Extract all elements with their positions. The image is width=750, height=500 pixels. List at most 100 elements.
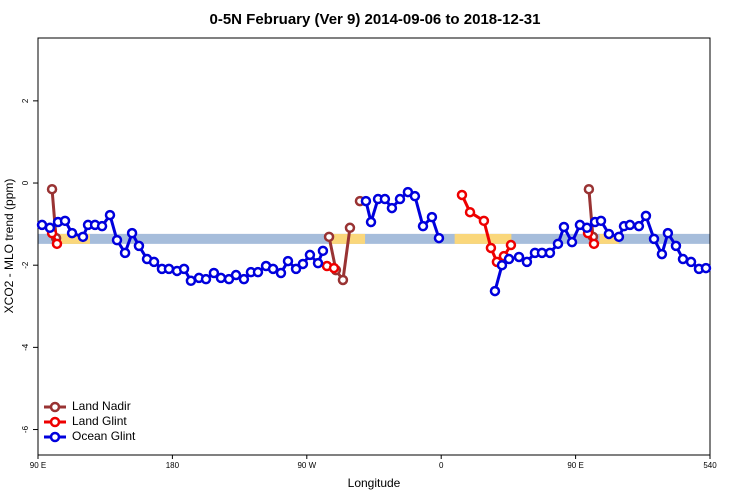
data-point xyxy=(185,275,197,287)
data-point xyxy=(148,256,160,268)
series-line xyxy=(327,227,352,284)
x-tick-label: 0 xyxy=(439,461,444,470)
data-point xyxy=(648,233,660,245)
data-point xyxy=(337,274,349,286)
data-point xyxy=(513,251,525,263)
data-point xyxy=(613,231,625,243)
data-point xyxy=(328,262,340,274)
data-point xyxy=(200,273,212,285)
legend-marker xyxy=(49,431,61,443)
data-point xyxy=(46,183,58,195)
legend-marker xyxy=(49,401,61,413)
data-point xyxy=(670,240,682,252)
data-point xyxy=(566,236,578,248)
data-point xyxy=(312,257,324,269)
data-point xyxy=(119,247,131,259)
data-point xyxy=(344,222,356,234)
data-point xyxy=(603,228,615,240)
data-point xyxy=(59,215,71,227)
data-point xyxy=(583,183,595,195)
data-point xyxy=(297,258,309,270)
data-point xyxy=(386,202,398,214)
data-point xyxy=(505,239,517,251)
data-point xyxy=(104,209,116,221)
x-tick-label: 90 W xyxy=(297,461,316,470)
data-point xyxy=(44,222,56,234)
data-point xyxy=(238,273,250,285)
data-point xyxy=(581,222,593,234)
data-point xyxy=(677,253,689,265)
chart-title: 0-5N February (Ver 9) 2014-09-06 to 2018… xyxy=(209,11,540,28)
data-point xyxy=(409,190,421,202)
data-point xyxy=(126,227,138,239)
y-tick-label: 0 xyxy=(21,180,30,185)
plot-frame xyxy=(37,37,711,456)
data-point xyxy=(426,211,438,223)
data-point xyxy=(365,216,377,228)
series-line xyxy=(587,189,595,237)
y-tick-label: -4 xyxy=(21,343,30,351)
data-point xyxy=(558,221,570,233)
data-point xyxy=(478,215,490,227)
data-point xyxy=(267,263,279,275)
legend-label: Land Nadir xyxy=(72,399,131,413)
data-point xyxy=(360,195,372,207)
data-point xyxy=(656,248,668,260)
data-point xyxy=(521,256,533,268)
data-point xyxy=(433,232,445,244)
data-point xyxy=(66,227,78,239)
x-tick-label: 90 E xyxy=(30,461,46,470)
data-point xyxy=(208,267,220,279)
data-point xyxy=(544,247,556,259)
data-point xyxy=(215,272,227,284)
data-point xyxy=(496,259,508,271)
data-point xyxy=(485,242,497,254)
data-point xyxy=(633,220,645,232)
land-segment xyxy=(454,233,512,244)
data-point xyxy=(588,238,600,250)
data-point xyxy=(662,227,674,239)
data-point xyxy=(275,267,287,279)
data-point xyxy=(552,238,564,250)
data-point xyxy=(624,219,636,231)
data-point xyxy=(163,263,175,275)
x-tick-label: 90 E xyxy=(567,461,583,470)
data-point xyxy=(323,231,335,243)
data-point xyxy=(96,220,108,232)
y-tick-label: -6 xyxy=(21,425,30,433)
data-point xyxy=(595,215,607,227)
data-point xyxy=(700,262,712,274)
land-segment xyxy=(59,233,90,244)
data-point xyxy=(133,240,145,252)
y-tick-label: -2 xyxy=(21,261,30,269)
data-point xyxy=(304,249,316,261)
data-point xyxy=(111,234,123,246)
data-point xyxy=(640,210,652,222)
data-point xyxy=(77,231,89,243)
data-point xyxy=(230,269,242,281)
data-point xyxy=(252,266,264,278)
x-axis-label: Longitude xyxy=(348,476,401,490)
series-line xyxy=(493,212,707,292)
data-point xyxy=(178,263,190,275)
data-point xyxy=(503,253,515,265)
y-tick-label: 2 xyxy=(21,98,30,103)
data-point xyxy=(464,206,476,218)
data-point xyxy=(456,189,468,201)
data-point xyxy=(51,238,63,250)
data-point xyxy=(290,263,302,275)
legend-label: Ocean Glint xyxy=(72,429,136,443)
data-point xyxy=(685,256,697,268)
y-axis-label: XCO2 - MLO trend (ppm) xyxy=(2,179,16,314)
x-tick-label: 540 xyxy=(703,461,717,470)
legend-label: Land Glint xyxy=(72,414,127,428)
data-point xyxy=(417,220,429,232)
data-point xyxy=(379,193,391,205)
data-point xyxy=(394,193,406,205)
data-point xyxy=(489,285,501,297)
data-point xyxy=(317,245,329,257)
data-point xyxy=(282,255,294,267)
legend-marker xyxy=(49,416,61,428)
x-tick-label: 180 xyxy=(166,461,180,470)
